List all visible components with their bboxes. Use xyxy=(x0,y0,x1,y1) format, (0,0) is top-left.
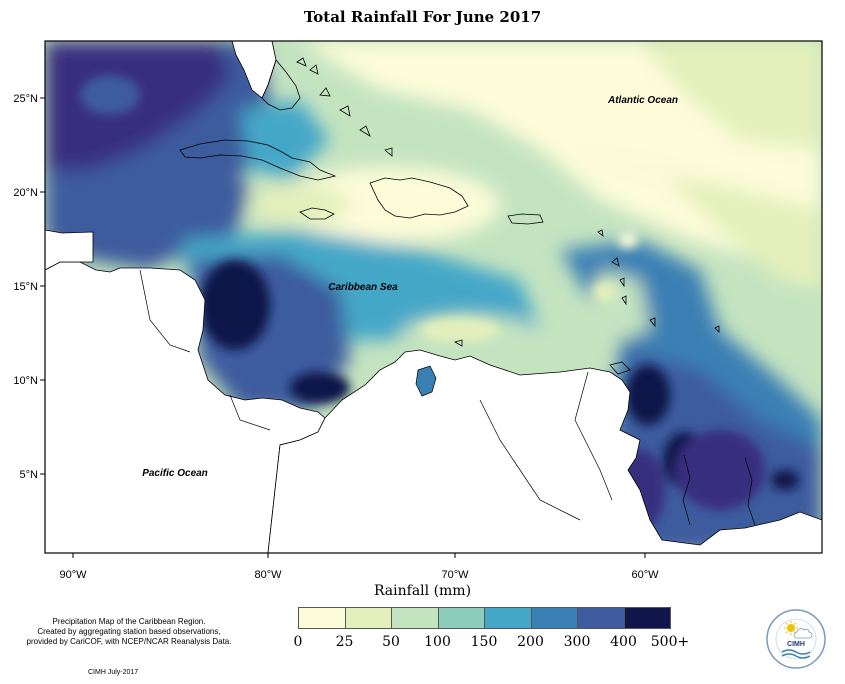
logo-acronym: CIMH xyxy=(787,641,805,648)
description-line: Created by aggregating station based obs… xyxy=(37,627,221,636)
axis-ticks xyxy=(40,97,646,558)
island-outlines xyxy=(179,57,720,375)
lat-tick-label: 25°N xyxy=(13,93,38,105)
lat-tick-label: 5°N xyxy=(20,469,39,481)
lon-tick-label: 90°W xyxy=(59,569,87,581)
credit-text: CIMH July-2017 xyxy=(88,669,139,676)
colorbar-label: 100 xyxy=(424,634,451,650)
description-line: provided by CariCOF, with NCEP/NCAR Rean… xyxy=(26,637,232,646)
lon-tick-label: 70°W xyxy=(441,569,469,581)
colorbar-swatch xyxy=(299,608,346,628)
lon-tick-label: 80°W xyxy=(254,569,282,581)
colorbar-swatch xyxy=(438,608,485,628)
lon-tick-label: 60°W xyxy=(631,569,659,581)
lat-tick-label: 10°N xyxy=(13,375,38,387)
colorbar-label: 400 xyxy=(610,634,637,650)
colorbar-swatch xyxy=(624,608,670,628)
atlantic-ocean-label: Atlantic Ocean xyxy=(607,95,678,106)
colorbar-label: 300 xyxy=(563,634,591,650)
map-title: Total Rainfall For June 2017 xyxy=(303,8,542,26)
land-mask xyxy=(45,41,822,553)
colorbar-swatch xyxy=(578,608,625,628)
lat-tick-label: 20°N xyxy=(13,187,38,199)
map-frame xyxy=(44,40,823,554)
pacific-ocean-label: Pacific Ocean xyxy=(142,468,208,479)
colorbar-label: 200 xyxy=(517,634,544,650)
caribbean-sea-label: Caribbean Sea xyxy=(328,282,398,293)
colorbar-swatch xyxy=(531,608,578,628)
colorbar-label: 0 xyxy=(293,634,303,650)
cloud-icon xyxy=(793,628,813,639)
rainfall-field xyxy=(45,41,822,553)
map-description: Precipitation Map of the Caribbean Regio… xyxy=(14,617,244,647)
colorbar-label: 150 xyxy=(470,634,498,650)
x-axis-title: Rainfall (mm) xyxy=(373,583,472,599)
colorbar-swatch xyxy=(392,608,439,628)
colorbar-label: 500+ xyxy=(650,634,690,650)
colorbar-labels: 0 25 50 100 150 200 300 400 500+ xyxy=(0,634,845,654)
cimh-sun-cloud-logo-icon: CIMH xyxy=(766,609,826,669)
rainfall-colorbar xyxy=(298,607,671,629)
colorbar-swatch xyxy=(345,608,392,628)
colorbar-label: 25 xyxy=(335,634,354,650)
lat-tick-label: 15°N xyxy=(13,281,38,293)
colorbar-label: 50 xyxy=(382,634,400,650)
description-line: Precipitation Map of the Caribbean Regio… xyxy=(52,617,206,626)
colorbar-swatch xyxy=(485,608,532,628)
